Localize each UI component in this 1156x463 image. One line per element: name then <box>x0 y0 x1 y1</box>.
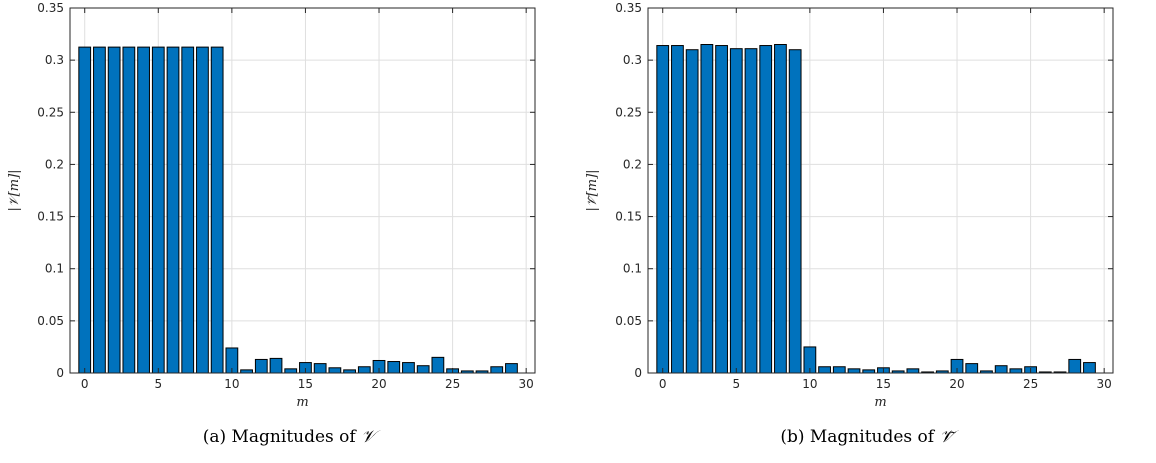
bar <box>1083 362 1096 374</box>
y-tick-label: 0 <box>56 366 64 380</box>
bar <box>1068 358 1082 374</box>
y-tick-label: 0 <box>634 366 642 380</box>
bar <box>818 366 831 374</box>
bar <box>1009 368 1023 374</box>
bar <box>210 46 224 374</box>
bar <box>744 48 758 374</box>
x-tick-label: 5 <box>732 377 740 391</box>
bar <box>107 46 121 374</box>
ticks: 0 0.05 0.1 0.15 0.2 0.25 0.3 0.35 0 5 10 15 20 25 30 <box>37 1 535 391</box>
ticks: 0 0.05 0.1 0.15 0.2 0.25 0.3 0.35 0 5 10 15 20 25 30 <box>615 1 1113 391</box>
bar <box>505 363 518 374</box>
bar <box>196 46 209 374</box>
x-axis-label: m <box>874 395 886 410</box>
y-tick-label: 0.2 <box>45 157 64 171</box>
caption-b-text: (b) Magnitudes of <box>780 427 940 447</box>
x-tick-label: 10 <box>802 377 817 391</box>
bar <box>774 44 787 374</box>
y-tick-label: 0.35 <box>615 1 642 15</box>
caption-b: (b) Magnitudes of 𝒱̃ <box>578 427 1156 447</box>
x-tick-label: 20 <box>371 377 386 391</box>
y-tick-label: 0.2 <box>623 157 642 171</box>
axes-box <box>647 7 1114 374</box>
x-tick-label: 5 <box>154 377 162 391</box>
x-tick-label: 15 <box>298 377 313 391</box>
axes-box <box>69 7 536 374</box>
y-tick-label: 0.3 <box>623 53 642 67</box>
bar <box>313 363 327 374</box>
y-tick-label: 0.3 <box>45 53 64 67</box>
x-tick-label: 15 <box>876 377 891 391</box>
chart-a: 0 0.05 0.1 0.15 0.2 0.25 0.3 0.35 0 5 10 15 20 25 30 m |… <box>7 1 536 410</box>
y-tick-label: 0.1 <box>45 262 64 276</box>
bar <box>729 48 743 374</box>
x-tick-label: 0 <box>81 377 89 391</box>
y-tick-label: 0.05 <box>37 314 64 328</box>
bar <box>284 368 298 374</box>
bar <box>490 366 504 374</box>
y-tick-label: 0.15 <box>615 210 642 224</box>
bar <box>847 368 861 374</box>
caption-b-symbol: 𝒱̃ <box>939 427 954 447</box>
x-axis-label: m <box>296 395 308 410</box>
y-tick-label: 0.35 <box>37 1 64 15</box>
bar <box>906 368 920 374</box>
bar <box>759 45 773 374</box>
bar <box>181 46 195 374</box>
bar <box>269 357 283 374</box>
figure-b: 0 0.05 0.1 0.15 0.2 0.25 0.3 0.35 0 5 10 15 20 25 30 m |… <box>578 0 1156 463</box>
bar <box>357 366 371 374</box>
bar <box>328 367 342 374</box>
bars <box>78 46 518 374</box>
y-axis-label: |𝒱[m]| <box>7 169 22 211</box>
figure-a: 0 0.05 0.1 0.15 0.2 0.25 0.3 0.35 0 5 10 15 20 25 30 m |… <box>0 1 578 447</box>
bar <box>137 46 150 374</box>
bar <box>416 365 430 374</box>
x-tick-label: 25 <box>1023 377 1038 391</box>
x-tick-label: 30 <box>519 377 534 391</box>
x-tick-label: 0 <box>659 377 667 391</box>
bar <box>671 45 684 374</box>
bar <box>700 44 714 374</box>
bar <box>166 46 180 374</box>
bar <box>431 356 445 374</box>
bar <box>122 46 136 374</box>
caption-a-text: (a) Magnitudes of <box>202 427 362 447</box>
y-tick-label: 0.15 <box>37 210 64 224</box>
caption-a-symbol: 𝒱 <box>361 427 376 447</box>
bar <box>832 366 846 374</box>
y-tick-label: 0.25 <box>37 105 64 119</box>
bar <box>788 49 802 374</box>
bar <box>151 46 165 374</box>
bar <box>656 45 670 374</box>
bar <box>685 49 699 374</box>
bar <box>78 46 92 374</box>
chart-b: 0 0.05 0.1 0.15 0.2 0.25 0.3 0.35 0 5 10 15 20 25 30 m |… <box>585 1 1114 410</box>
x-tick-label: 10 <box>224 377 239 391</box>
x-tick-label: 30 <box>1097 377 1112 391</box>
y-tick-label: 0.25 <box>615 105 642 119</box>
y-tick-label: 0.05 <box>615 314 642 328</box>
bar <box>93 46 106 374</box>
bar <box>994 365 1008 374</box>
y-tick-label: 0.1 <box>623 262 642 276</box>
bar <box>965 363 979 374</box>
caption-a: (a) Magnitudes of 𝒱 <box>0 427 578 447</box>
bar <box>715 45 728 374</box>
bar <box>254 358 268 374</box>
bar <box>402 362 415 374</box>
bars <box>656 44 1096 374</box>
x-tick-label: 20 <box>949 377 964 391</box>
y-axis-label: |𝒱̃[m]| <box>585 169 600 211</box>
bar <box>387 361 401 374</box>
x-tick-label: 25 <box>445 377 460 391</box>
